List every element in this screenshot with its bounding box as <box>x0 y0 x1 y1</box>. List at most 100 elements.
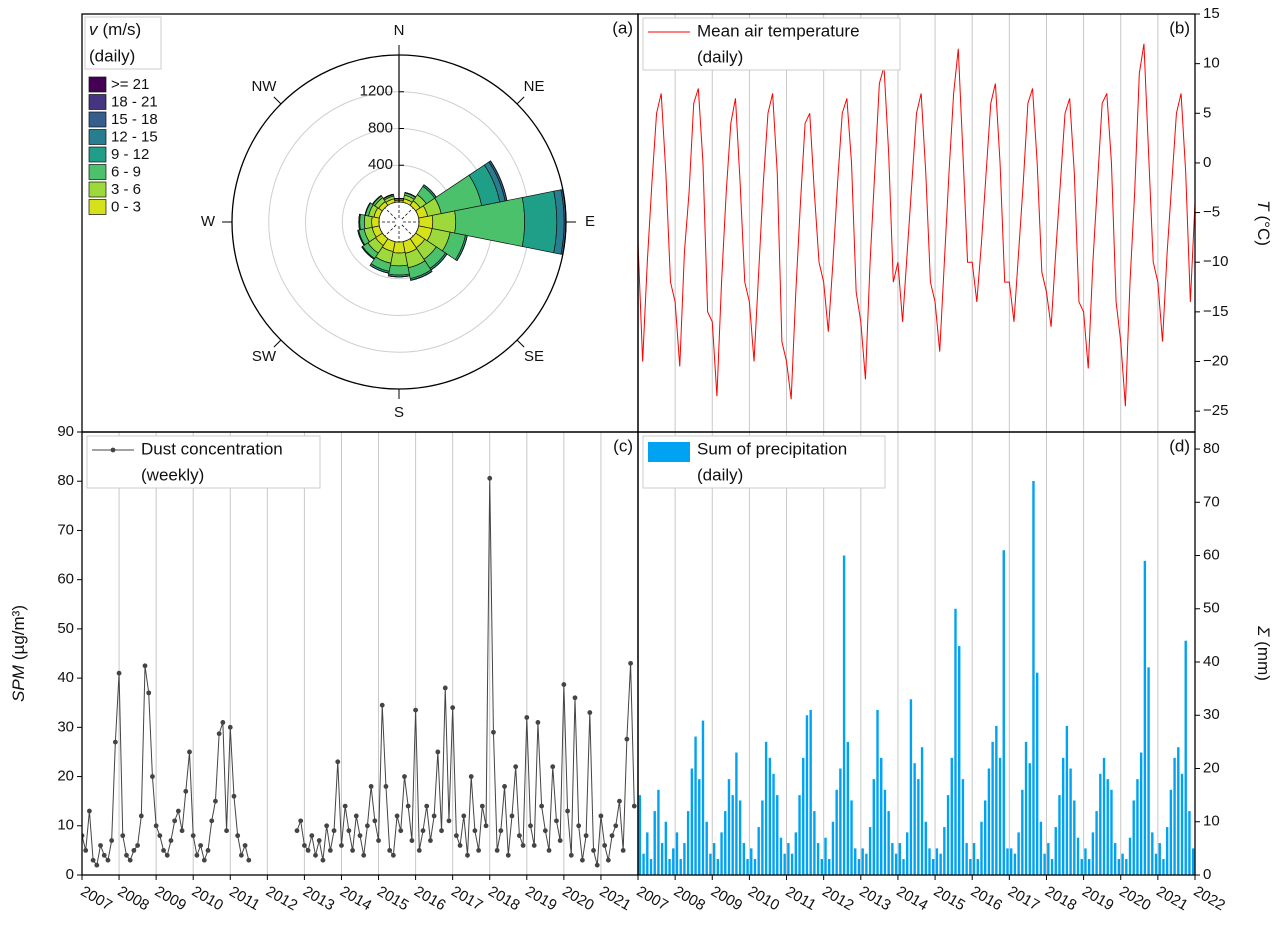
bar <box>1073 800 1076 875</box>
legend-label: Mean air temperature <box>697 21 860 40</box>
data-point <box>372 818 378 824</box>
data-point <box>376 838 381 843</box>
bar <box>1013 853 1017 875</box>
bar <box>1065 725 1069 875</box>
bar <box>720 832 723 875</box>
data-point <box>528 823 533 829</box>
data-point <box>350 847 355 853</box>
legend-title-note: (daily) <box>89 46 135 65</box>
data-point <box>602 843 608 848</box>
series-line <box>82 478 635 867</box>
data-point <box>120 833 126 839</box>
bar <box>802 757 805 875</box>
bar <box>1165 827 1169 875</box>
data-point <box>390 852 396 858</box>
legend-label: 0 - 3 <box>111 198 141 215</box>
rose-wedge <box>521 190 558 254</box>
data-point <box>131 847 137 853</box>
bar <box>894 853 898 875</box>
bar <box>932 859 935 875</box>
bar <box>1009 848 1013 875</box>
plot-area <box>638 43 1195 407</box>
bar <box>876 709 879 875</box>
data-point <box>238 852 244 858</box>
bar <box>850 800 853 875</box>
bar <box>709 853 712 875</box>
data-point <box>94 862 100 868</box>
bar <box>857 859 861 875</box>
bar <box>1173 757 1176 875</box>
bar <box>965 843 968 875</box>
bar <box>668 859 671 875</box>
bar <box>698 779 701 875</box>
bar <box>768 757 772 875</box>
data-point <box>624 736 630 742</box>
data-point <box>479 803 485 809</box>
data-point <box>157 833 163 839</box>
bar <box>880 757 883 875</box>
bar <box>909 699 913 875</box>
plot-area <box>82 475 637 868</box>
bar <box>772 773 775 875</box>
data-point <box>320 857 326 863</box>
bar <box>813 811 816 875</box>
rose-wedge <box>369 265 389 274</box>
y-tick-label: 10 <box>1203 55 1220 72</box>
bar <box>794 832 798 875</box>
compass-label: N <box>394 22 405 39</box>
data-point <box>298 818 304 824</box>
bar <box>1017 832 1020 875</box>
bar <box>939 853 942 875</box>
data-point <box>216 731 222 737</box>
data-point <box>294 828 300 834</box>
bar <box>831 821 835 875</box>
bar <box>764 741 768 875</box>
bar <box>1191 848 1195 875</box>
rose-wedge <box>390 252 408 267</box>
bar <box>1050 859 1054 875</box>
data-point <box>442 685 448 691</box>
data-point <box>457 843 463 848</box>
data-point <box>509 813 515 819</box>
bar <box>694 736 697 875</box>
bar <box>805 715 809 875</box>
data-point <box>302 843 307 848</box>
y-tick-label: 0 <box>1203 154 1211 171</box>
bar <box>1058 795 1061 875</box>
bar <box>1102 757 1106 875</box>
data-point <box>98 843 103 848</box>
bar <box>742 843 746 875</box>
bar <box>779 837 783 875</box>
data-point <box>201 857 207 863</box>
legend-note: (daily) <box>697 465 743 484</box>
data-point <box>598 813 604 819</box>
data-point <box>631 803 637 809</box>
rose-wedge <box>358 214 360 230</box>
data-point <box>175 808 181 814</box>
bar <box>664 821 668 875</box>
bar <box>917 779 920 875</box>
data-point <box>502 784 507 789</box>
bar <box>987 768 991 875</box>
bar <box>824 837 827 875</box>
bar <box>1154 853 1158 875</box>
y-axis-symbol: T <box>1254 200 1273 212</box>
bar <box>1184 640 1187 875</box>
bar <box>649 859 653 875</box>
bar <box>731 795 734 875</box>
bar <box>1106 779 1109 875</box>
y-tick-label: 15 <box>1203 5 1220 22</box>
bar <box>983 800 987 875</box>
bar <box>828 859 831 875</box>
y-tick-label: −5 <box>1203 204 1220 221</box>
bar <box>902 859 905 875</box>
data-point <box>524 715 530 720</box>
compass-label: NW <box>251 78 277 95</box>
bar <box>750 848 753 875</box>
data-point <box>331 828 337 834</box>
bar <box>991 741 994 875</box>
legend-swatch <box>88 199 107 215</box>
data-point <box>494 847 500 853</box>
data-point <box>409 838 415 843</box>
data-point <box>235 833 241 839</box>
